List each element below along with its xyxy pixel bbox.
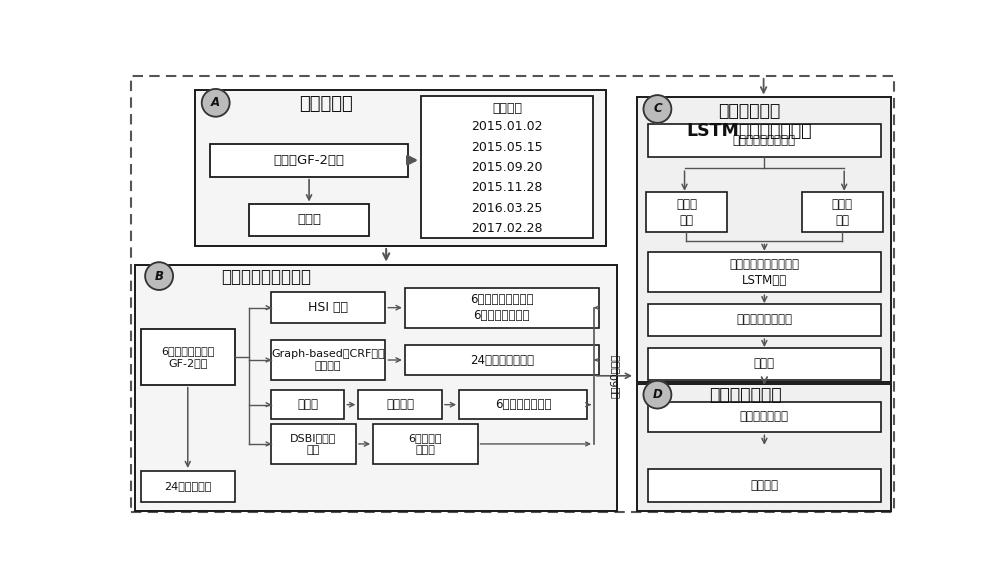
FancyBboxPatch shape xyxy=(271,390,344,419)
FancyBboxPatch shape xyxy=(648,469,881,501)
Text: LSTM网络建筑物提取: LSTM网络建筑物提取 xyxy=(686,123,812,141)
FancyBboxPatch shape xyxy=(131,76,894,512)
Text: D: D xyxy=(653,388,662,401)
FancyBboxPatch shape xyxy=(646,192,727,232)
Text: 24个光谱特征: 24个光谱特征 xyxy=(164,481,211,492)
Circle shape xyxy=(643,95,671,123)
Text: 精度分析: 精度分析 xyxy=(750,479,778,492)
Circle shape xyxy=(202,89,230,117)
Text: 2017.02.28: 2017.02.28 xyxy=(471,222,543,235)
Text: 6个纹理特征波段: 6个纹理特征波段 xyxy=(495,398,551,411)
FancyBboxPatch shape xyxy=(648,304,881,336)
Text: A: A xyxy=(211,96,220,109)
Text: 最佳单元数量的多特征
LSTM网络: 最佳单元数量的多特征 LSTM网络 xyxy=(729,258,799,287)
Text: 基于最佳单元: 基于最佳单元 xyxy=(718,102,780,120)
FancyBboxPatch shape xyxy=(249,204,369,236)
FancyBboxPatch shape xyxy=(648,124,881,157)
Text: 建筑物
样本: 建筑物 样本 xyxy=(676,198,697,227)
Text: 多时相建筑特征提取: 多时相建筑特征提取 xyxy=(221,268,311,286)
Text: 2015.01.02: 2015.01.02 xyxy=(471,120,543,133)
Text: 多时相GF-2数据: 多时相GF-2数据 xyxy=(274,154,345,167)
Text: 精度分析与讨论: 精度分析与讨论 xyxy=(709,386,781,404)
Circle shape xyxy=(643,381,671,408)
FancyBboxPatch shape xyxy=(648,347,881,380)
FancyBboxPatch shape xyxy=(405,345,599,375)
FancyBboxPatch shape xyxy=(271,340,385,380)
Text: C: C xyxy=(653,102,662,116)
Text: DSBI建筑物
指数: DSBI建筑物 指数 xyxy=(290,433,337,455)
FancyBboxPatch shape xyxy=(140,471,235,501)
Text: 预处理: 预处理 xyxy=(297,213,321,227)
Text: 6景多时相预处理
GF-2图像: 6景多时相预处理 GF-2图像 xyxy=(161,346,214,368)
FancyBboxPatch shape xyxy=(405,288,599,328)
FancyBboxPatch shape xyxy=(135,264,617,511)
Text: 6个饱和度特征波段
6个亮度特征波段: 6个饱和度特征波段 6个亮度特征波段 xyxy=(470,293,533,322)
Text: 建筑物提取结果: 建筑物提取结果 xyxy=(740,411,789,424)
Text: 后处理: 后处理 xyxy=(754,357,775,370)
FancyBboxPatch shape xyxy=(637,384,891,511)
Text: 2015.05.15: 2015.05.15 xyxy=(471,141,543,153)
FancyBboxPatch shape xyxy=(195,89,606,246)
Text: 6个指数特
征波段: 6个指数特 征波段 xyxy=(409,433,442,455)
FancyBboxPatch shape xyxy=(648,401,881,432)
FancyBboxPatch shape xyxy=(802,192,883,232)
Circle shape xyxy=(145,262,173,290)
FancyBboxPatch shape xyxy=(210,145,408,177)
FancyBboxPatch shape xyxy=(140,329,235,385)
Text: 数据预处理: 数据预处理 xyxy=(300,95,353,113)
FancyBboxPatch shape xyxy=(459,390,587,419)
Text: 2016.03.25: 2016.03.25 xyxy=(471,202,543,215)
FancyBboxPatch shape xyxy=(421,96,593,238)
Text: 多时相建筑物特征集: 多时相建筑物特征集 xyxy=(733,134,796,147)
Text: 建筑物
标签: 建筑物 标签 xyxy=(832,198,853,227)
Text: 观测时间: 观测时间 xyxy=(492,102,522,114)
Text: B: B xyxy=(155,270,164,282)
Text: 灰度化: 灰度化 xyxy=(297,398,318,411)
Text: 建筑物粗提取结果: 建筑物粗提取结果 xyxy=(736,314,792,327)
Text: HSI 变换: HSI 变换 xyxy=(308,301,348,314)
Text: 小波变换: 小波变换 xyxy=(386,398,414,411)
FancyBboxPatch shape xyxy=(271,292,385,323)
Text: 2015.11.28: 2015.11.28 xyxy=(471,181,543,195)
Text: 总计60个波段: 总计60个波段 xyxy=(610,354,620,398)
Text: 2015.09.20: 2015.09.20 xyxy=(471,161,543,174)
FancyBboxPatch shape xyxy=(648,252,881,292)
Text: Graph-based与CRF结合
分割图像: Graph-based与CRF结合 分割图像 xyxy=(271,349,385,371)
FancyBboxPatch shape xyxy=(637,98,891,382)
FancyBboxPatch shape xyxy=(358,390,442,419)
FancyBboxPatch shape xyxy=(271,424,356,464)
Text: 24个形状特征波段: 24个形状特征波段 xyxy=(470,353,534,367)
FancyBboxPatch shape xyxy=(373,424,478,464)
